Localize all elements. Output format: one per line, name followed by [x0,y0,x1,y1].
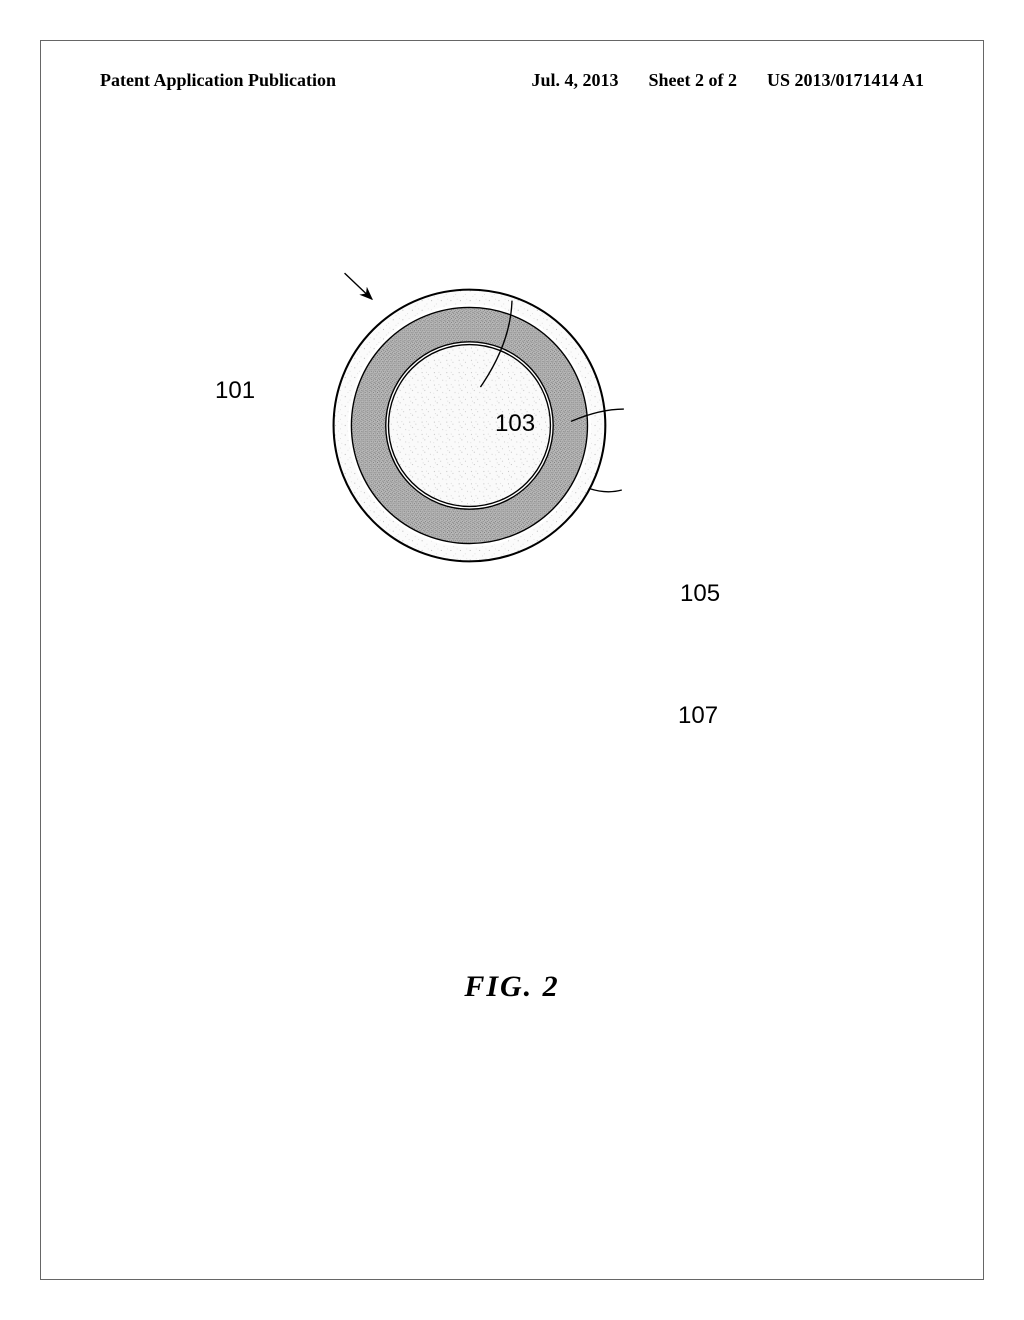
reference-label-105: 105 [680,580,720,608]
reference-label-107: 107 [678,702,718,730]
reference-label-101: 101 [215,377,255,405]
figure-caption: FIG. 2 [0,970,1024,1004]
reference-label-103: 103 [495,410,535,438]
figure-diagram [0,300,1024,1000]
